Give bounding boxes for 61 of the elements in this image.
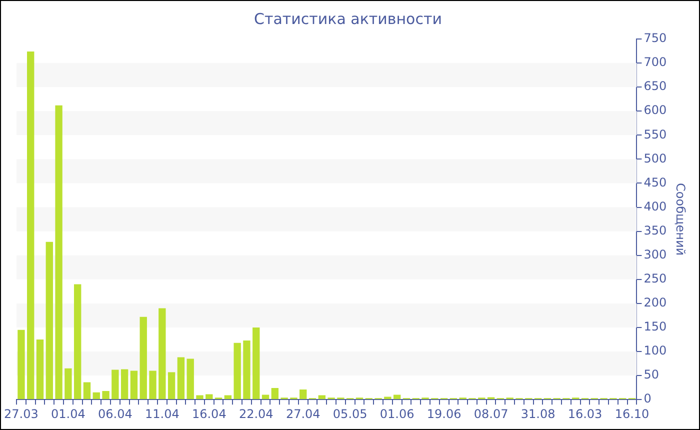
- y-tick-label: 300: [644, 247, 667, 262]
- x-tick-label: 27.04: [286, 406, 320, 421]
- bar: [262, 394, 270, 400]
- chart-title: Статистика активности: [254, 10, 442, 28]
- bar: [158, 308, 166, 400]
- bar: [252, 327, 260, 400]
- x-tick-label: 31.08: [520, 406, 556, 421]
- bar: [206, 394, 213, 400]
- y-tick-label: 650: [644, 79, 667, 94]
- bar: [55, 105, 62, 400]
- y-tick-label: 100: [644, 344, 667, 358]
- y-tick-label: 50: [644, 368, 659, 382]
- x-tick-label: 16.03: [568, 406, 602, 421]
- bar: [18, 330, 25, 400]
- x-tick-label: 19.06: [426, 406, 462, 421]
- bar: [177, 357, 185, 400]
- bar: [196, 395, 204, 400]
- bar: [168, 372, 176, 400]
- bar: [234, 342, 241, 400]
- bar: [83, 382, 91, 400]
- x-tick-label: 08.07: [474, 406, 508, 421]
- bar: [393, 394, 401, 400]
- bar: [74, 284, 82, 400]
- y-tick-label: 200: [644, 296, 667, 310]
- bar: [112, 370, 119, 400]
- y-tick-label: 150: [644, 320, 667, 334]
- x-tick-label: 16.10: [614, 406, 650, 421]
- bar: [36, 340, 44, 400]
- x-tick-label: 27.03: [4, 406, 38, 421]
- y-tick-label: 600: [644, 103, 667, 118]
- bar: [130, 370, 138, 400]
- x-tick-label: 22.04: [238, 406, 274, 421]
- bar: [300, 390, 307, 400]
- bar: [384, 396, 392, 400]
- y-tick-label: 350: [644, 223, 667, 238]
- y-tick-label: 400: [644, 199, 667, 214]
- y-tick-label: 500: [644, 151, 667, 166]
- y-tick-label: 550: [644, 127, 667, 142]
- x-tick-label: 11.04: [144, 406, 180, 421]
- y-axis-title: Сообщений: [674, 183, 688, 256]
- bar: [92, 392, 100, 400]
- bar: [140, 316, 147, 400]
- x-tick-label: 01.06: [380, 406, 414, 421]
- bar: [243, 340, 250, 400]
- bar: [102, 390, 110, 400]
- bar: [64, 368, 72, 400]
- x-tick-label: 06.04: [98, 406, 132, 421]
- bar: [149, 370, 156, 400]
- bar: [120, 369, 128, 400]
- y-tick-label: 700: [644, 55, 667, 70]
- bar: [27, 52, 34, 400]
- y-tick-label: 250: [644, 272, 667, 286]
- x-tick-label: 01.04: [51, 406, 86, 421]
- bar: [271, 388, 279, 400]
- bar: [46, 242, 53, 400]
- x-tick-label: 16.04: [192, 406, 226, 421]
- x-tick-label: 05.05: [332, 406, 368, 421]
- y-tick-label: 750: [644, 31, 667, 46]
- y-tick-label: 0: [644, 392, 652, 406]
- bar: [186, 358, 194, 400]
- y-tick-label: 450: [644, 175, 667, 190]
